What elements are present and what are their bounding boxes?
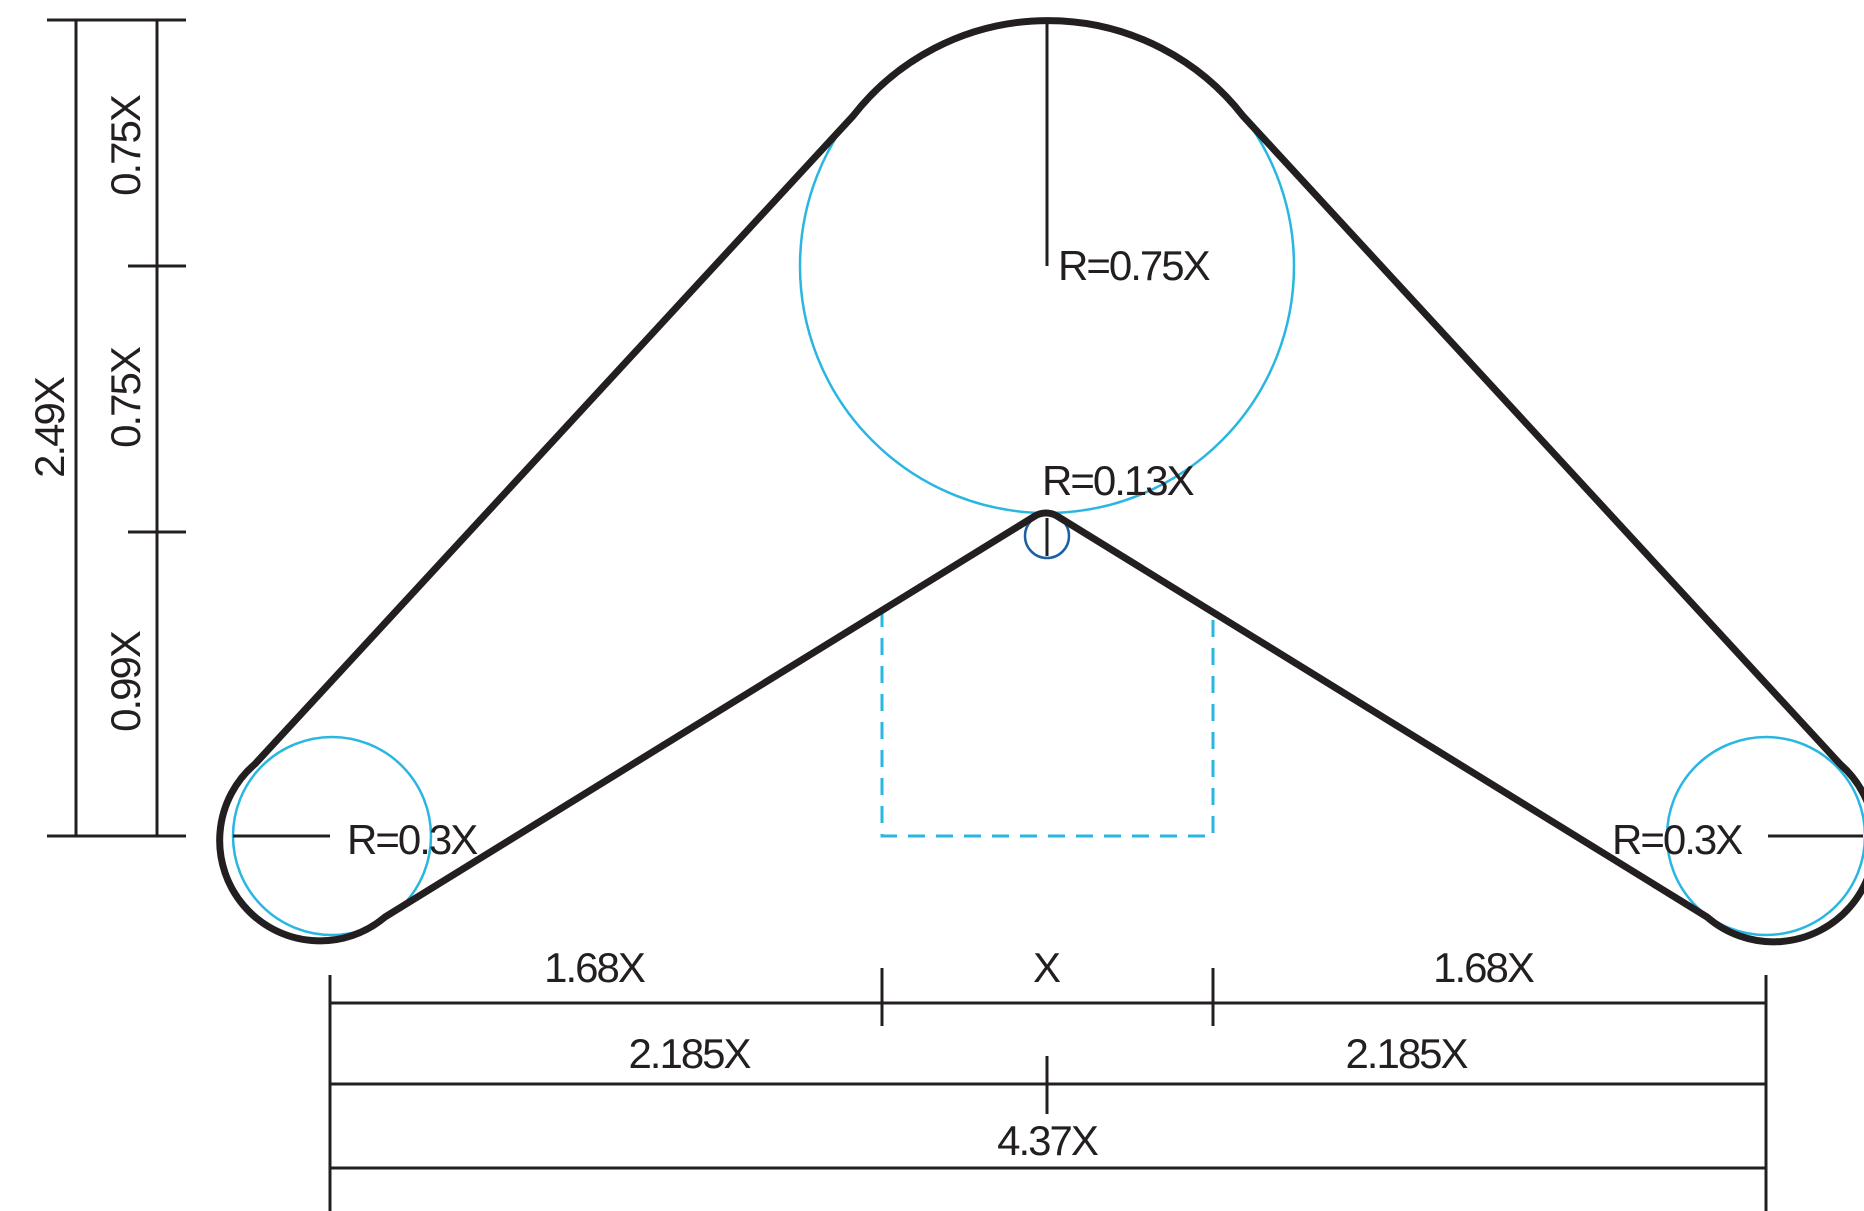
- radius-left-label: R=0.3X: [347, 816, 478, 863]
- radius-apex-label: R=0.13X: [1042, 457, 1195, 504]
- height-lower-label: 0.99X: [102, 630, 149, 732]
- height-upper-label: 0.75X: [102, 94, 149, 196]
- width-left-label: 1.68X: [544, 944, 646, 991]
- boomerang-outline: [216, 17, 1864, 946]
- half-left-label: 2.185X: [628, 1030, 751, 1077]
- width-right-label: 1.68X: [1433, 944, 1535, 991]
- width-center-label: X: [1033, 944, 1061, 991]
- right-guide-circle: [1665, 735, 1864, 937]
- height-total-label: 2.49X: [26, 376, 73, 478]
- radius-top-label: R=0.75X: [1058, 242, 1211, 289]
- half-right-label: 2.185X: [1345, 1030, 1468, 1077]
- width-total-label: 4.37X: [997, 1117, 1099, 1164]
- center-dashed-rectangle: [880, 610, 1215, 838]
- height-middle-label: 0.75X: [102, 346, 149, 448]
- radius-right-label: R=0.3X: [1612, 816, 1743, 863]
